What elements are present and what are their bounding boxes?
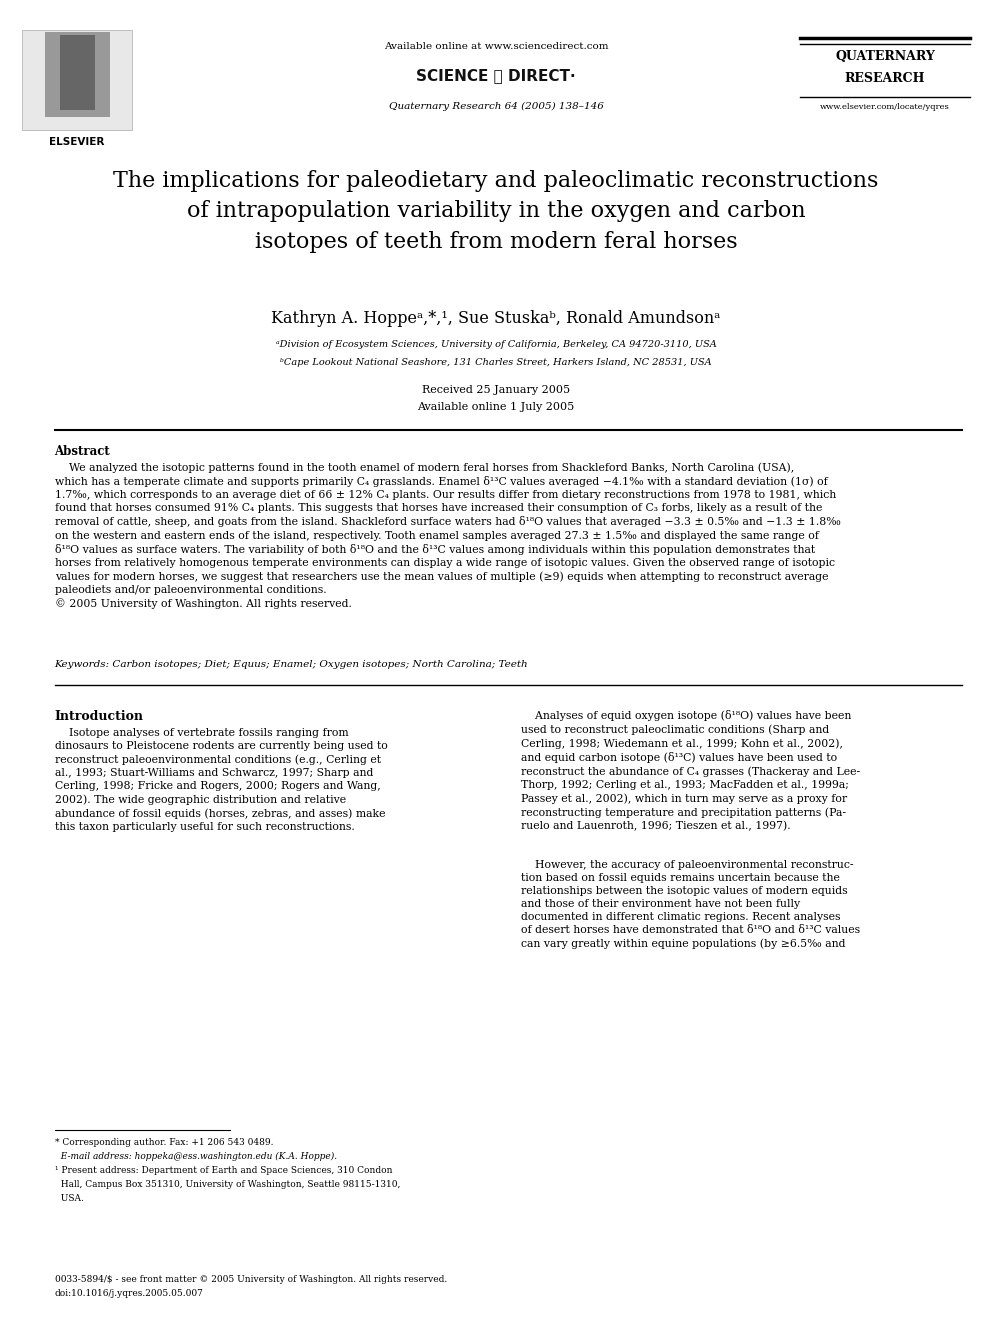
Text: ELSEVIER: ELSEVIER <box>50 138 105 147</box>
Text: E-mail address: hoppeka@ess.washington.edu (K.A. Hoppe).: E-mail address: hoppeka@ess.washington.e… <box>55 1152 336 1162</box>
Text: We analyzed the isotopic patterns found in the tooth enamel of modern feral hors: We analyzed the isotopic patterns found … <box>55 462 840 609</box>
Text: doi:10.1016/j.yqres.2005.05.007: doi:10.1016/j.yqres.2005.05.007 <box>55 1289 203 1298</box>
Text: RESEARCH: RESEARCH <box>845 71 926 85</box>
Text: www.elsevier.com/locate/yqres: www.elsevier.com/locate/yqres <box>820 103 950 111</box>
Text: However, the accuracy of paleoenvironmental reconstruc-
tion based on fossil equ: However, the accuracy of paleoenvironmen… <box>521 860 860 949</box>
Text: ᵃDivision of Ecosystem Sciences, University of California, Berkeley, CA 94720-31: ᵃDivision of Ecosystem Sciences, Univers… <box>276 340 716 349</box>
Text: 0033-5894/$ - see front matter © 2005 University of Washington. All rights reser: 0033-5894/$ - see front matter © 2005 Un… <box>55 1275 446 1285</box>
Text: Kathryn A. Hoppeᵃ,*,¹, Sue Stuskaᵇ, Ronald Amundsonᵃ: Kathryn A. Hoppeᵃ,*,¹, Sue Stuskaᵇ, Rona… <box>272 310 720 327</box>
Text: SCIENCE ⓐ DIRECT·: SCIENCE ⓐ DIRECT· <box>417 67 575 83</box>
Text: Available online at www.sciencedirect.com: Available online at www.sciencedirect.co… <box>384 42 608 52</box>
Text: Received 25 January 2005: Received 25 January 2005 <box>422 385 570 396</box>
Text: ¹ Present address: Department of Earth and Space Sciences, 310 Condon: ¹ Present address: Department of Earth a… <box>55 1166 392 1175</box>
Text: Keywords: Carbon isotopes; Diet; Equus; Enamel; Oxygen isotopes; North Carolina;: Keywords: Carbon isotopes; Diet; Equus; … <box>55 660 528 669</box>
Text: The implications for paleodietary and paleoclimatic reconstructions
of intrapopu: The implications for paleodietary and pa… <box>113 169 879 253</box>
Text: Introduction: Introduction <box>55 710 144 722</box>
Text: Abstract: Abstract <box>55 445 110 458</box>
Text: * Corresponding author. Fax: +1 206 543 0489.: * Corresponding author. Fax: +1 206 543 … <box>55 1138 273 1147</box>
Text: Available online 1 July 2005: Available online 1 July 2005 <box>418 402 574 411</box>
Text: Hall, Campus Box 351310, University of Washington, Seattle 98115-1310,: Hall, Campus Box 351310, University of W… <box>55 1180 400 1189</box>
Text: Analyses of equid oxygen isotope (δ¹⁸O) values have been
used to reconstruct pal: Analyses of equid oxygen isotope (δ¹⁸O) … <box>521 710 860 831</box>
Bar <box>45 32 110 116</box>
Text: USA.: USA. <box>55 1193 83 1203</box>
Text: QUATERNARY: QUATERNARY <box>835 50 934 64</box>
Bar <box>60 34 95 110</box>
Text: Quaternary Research 64 (2005) 138–146: Quaternary Research 64 (2005) 138–146 <box>389 102 603 111</box>
Text: ᵇCape Lookout National Seashore, 131 Charles Street, Harkers Island, NC 28531, U: ᵇCape Lookout National Seashore, 131 Cha… <box>280 359 712 366</box>
Text: Isotope analyses of vertebrate fossils ranging from
dinosaurs to Pleistocene rod: Isotope analyses of vertebrate fossils r… <box>55 728 387 832</box>
Bar <box>22 30 132 130</box>
